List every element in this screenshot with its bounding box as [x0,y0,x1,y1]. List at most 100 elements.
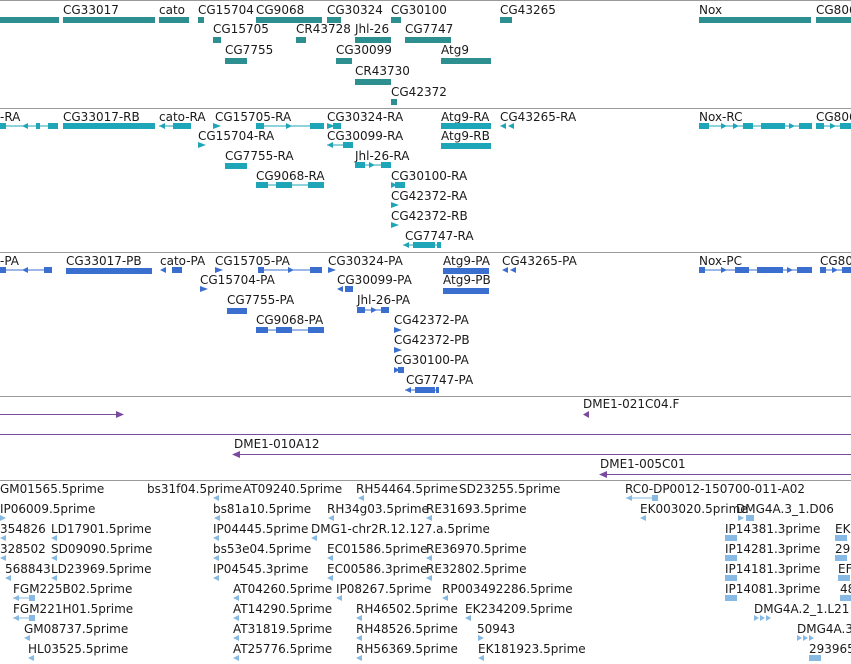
gene-feature[interactable] [296,37,306,43]
clone-feature-line[interactable] [0,414,120,415]
polypeptide-feature[interactable] [66,268,152,274]
transcript-feature[interactable] [699,122,814,130]
gene-label[interactable]: CG30324 [327,3,383,17]
gene-label[interactable]: CR43730 [355,64,410,78]
est-label[interactable]: 48 [840,582,851,596]
transcript-label[interactable]: CG43265-RA [500,110,577,124]
clone-feature-line[interactable] [236,454,851,455]
est-label[interactable]: 29 [835,542,851,556]
est-feature[interactable] [327,574,337,582]
transcript-label[interactable]: CG42372-RB [391,209,468,223]
polypeptide-feature[interactable] [160,266,184,274]
gene-feature[interactable] [336,58,352,64]
est-label[interactable]: IP06009.5prime [0,502,96,516]
est-feature[interactable] [754,614,774,622]
polypeptide-label[interactable]: Atg9-PB [443,273,491,287]
est-feature[interactable] [24,634,34,642]
est-label[interactable]: 293965 [809,642,851,656]
polypeptide-feature[interactable] [227,308,247,314]
gene-label[interactable]: CG15704 [198,3,254,17]
transcript-label[interactable]: Atg9-RB [441,129,490,143]
transcript-feature[interactable] [816,122,851,130]
transcript-feature[interactable] [327,141,355,149]
transcript-label[interactable]: CG30324-RA [327,110,404,124]
polypeptide-label[interactable]: Nox-PC [699,254,742,268]
est-feature[interactable] [840,594,851,602]
polypeptide-feature[interactable] [337,285,357,293]
est-label[interactable]: RC0-DP0012-150700-011-A02 [625,482,806,496]
est-label[interactable]: bs81a10.5prime [213,502,312,516]
gene-label[interactable]: cato [159,3,185,17]
transcript-label[interactable]: CG15705-RA [215,110,292,124]
est-feature[interactable] [478,654,488,662]
est-feature[interactable] [213,574,223,582]
gene-feature[interactable] [391,17,401,23]
gene-feature[interactable] [327,17,341,23]
est-label[interactable]: LD17901.5prime [51,522,152,536]
polypeptide-feature[interactable] [394,326,404,334]
est-feature[interactable] [213,494,223,502]
est-feature[interactable] [725,594,739,602]
est-feature[interactable] [835,534,849,542]
est-feature[interactable] [233,654,243,662]
transcript-feature[interactable] [63,123,155,129]
est-label[interactable]: LD23969.5prime [51,562,152,576]
gene-feature[interactable] [159,17,189,23]
gene-label[interactable]: CG7747 [405,22,454,36]
est-label[interactable]: RE32802.5prime [426,562,527,576]
polypeptide-feature[interactable] [405,386,441,394]
gene-label[interactable]: CG30099 [336,43,392,57]
est-feature[interactable] [311,534,321,542]
est-feature[interactable] [233,634,243,642]
gene-label[interactable]: CG30100 [391,3,447,17]
est-feature[interactable] [358,494,368,502]
transcript-label[interactable]: CG806 [816,110,851,124]
polypeptide-label[interactable]: CG42372-PB [394,333,470,347]
gene-label[interactable]: CG9068 [256,3,305,17]
gene-label[interactable]: Nox [699,3,723,17]
est-feature[interactable] [838,574,851,582]
polypeptide-label[interactable]: CG80 [820,254,851,268]
transcript-label[interactable]: CG7747-RA [405,229,474,243]
gene-label[interactable]: CG43265 [500,3,556,17]
transcript-feature[interactable] [441,123,491,129]
est-label[interactable]: EF [838,562,851,576]
est-feature[interactable] [214,514,224,522]
gene-feature[interactable] [0,17,59,23]
est-feature[interactable] [51,554,61,562]
polypeptide-feature[interactable] [256,326,326,334]
transcript-label[interactable]: Atg9-RA [441,110,490,124]
est-label[interactable]: DMG4A.3 [797,622,851,636]
polypeptide-label[interactable]: cato-PA [160,254,206,268]
polypeptide-label[interactable]: CG30324-PA [328,254,403,268]
est-label[interactable]: IP08267.5prime [336,582,432,596]
est-feature[interactable] [0,554,10,562]
est-label[interactable]: EK003020.5prime [640,502,748,516]
clone-feature-line[interactable] [604,474,851,475]
transcript-label[interactable]: CG9068-RA [256,169,325,183]
est-feature[interactable] [51,574,61,582]
polypeptide-feature[interactable] [215,266,225,274]
est-feature[interactable] [626,494,660,502]
est-label[interactable]: bs53e04.5prime [213,542,312,556]
est-label[interactable]: IP04545.3prime [213,562,309,576]
polypeptide-feature[interactable] [699,266,814,274]
est-feature[interactable] [725,574,739,582]
est-label[interactable]: 568843 [5,562,51,576]
est-feature[interactable] [5,574,15,582]
polypeptide-feature[interactable] [0,266,54,274]
polypeptide-label[interactable]: Atg9-PA [443,254,490,268]
est-label[interactable]: 328502 [0,542,46,556]
polypeptide-label[interactable]: CG30099-PA [337,273,412,287]
est-label[interactable]: AT14290.5prime [233,602,333,616]
est-feature[interactable] [640,514,650,522]
est-label[interactable]: DMG1-chr2R.12.127.a.5prime [311,522,490,536]
gene-feature[interactable] [441,58,491,64]
est-feature[interactable] [809,654,823,662]
est-label[interactable]: AT04260.5prime [233,582,333,596]
transcript-feature[interactable] [327,122,343,130]
est-feature[interactable] [356,654,366,662]
gene-feature[interactable] [500,17,512,23]
transcript-feature[interactable] [391,201,401,209]
est-label[interactable]: IP04445.5prime [213,522,309,536]
